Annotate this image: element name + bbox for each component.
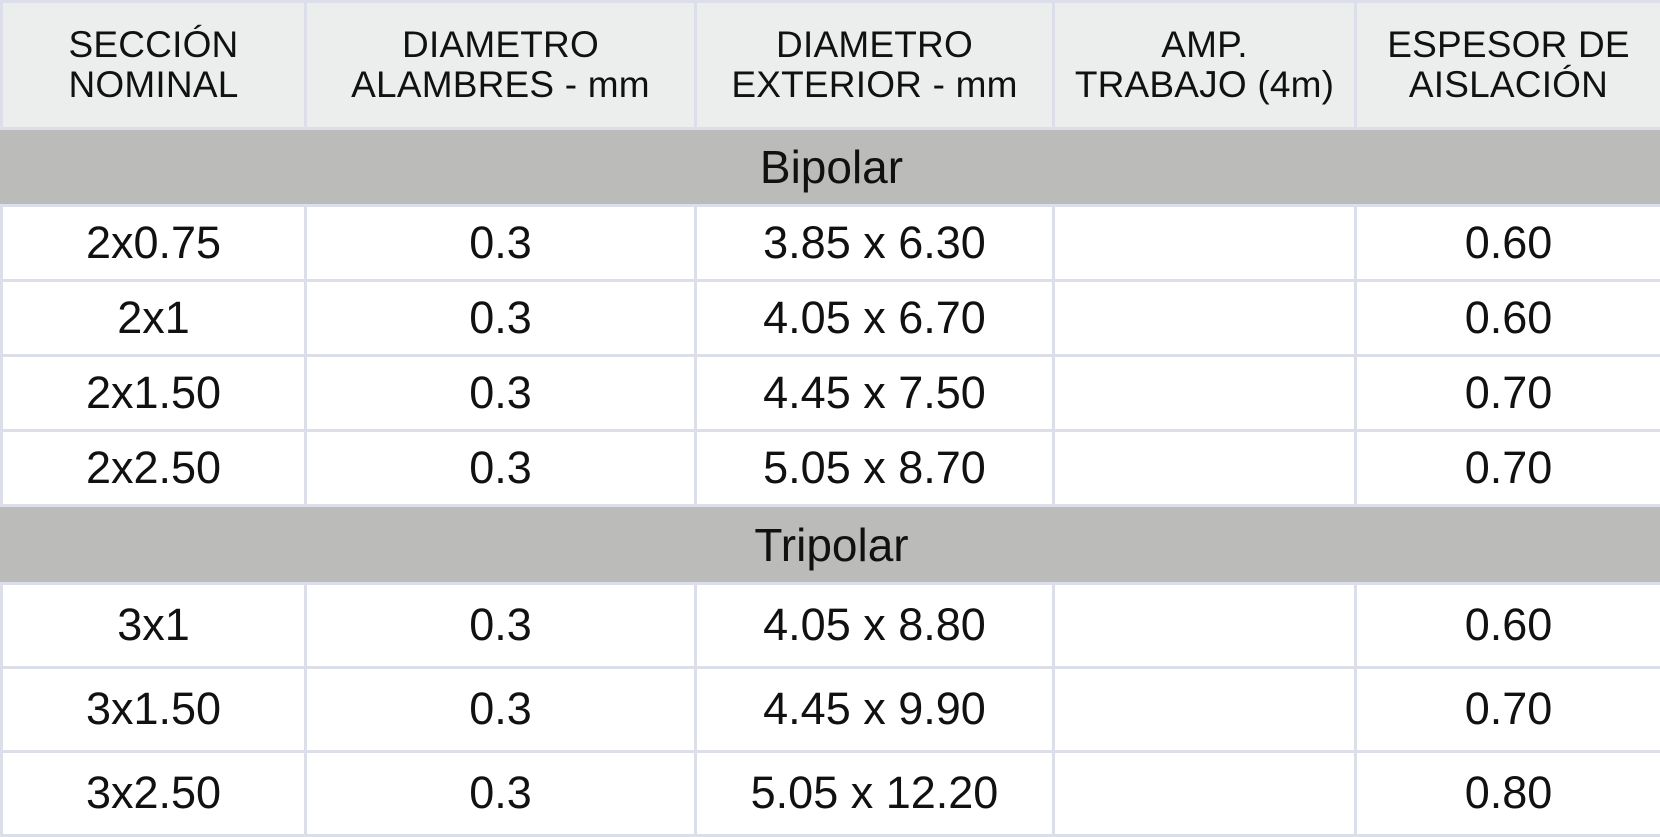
cell-espesor: 0.80 (1354, 749, 1660, 837)
header-line: NOMINAL (68, 64, 239, 105)
cell-exterior: 4.05 x 6.70 (694, 279, 1055, 358)
cell-amp (1052, 279, 1357, 358)
table-row: 3x2.50 0.3 5.05 x 12.20 0.80 (0, 749, 1660, 837)
cell-espesor: 0.60 (1354, 279, 1660, 358)
cell-espesor: 0.60 (1354, 581, 1660, 669)
header-line: EXTERIOR - mm (731, 64, 1018, 105)
cell-alambres: 0.3 (304, 204, 697, 283)
table-header-row: SECCIÓN NOMINAL DIAMETRO ALAMBRES - mm D… (0, 0, 1660, 130)
cell-alambres: 0.3 (304, 354, 697, 433)
cell-espesor: 0.60 (1354, 204, 1660, 283)
cell-seccion: 2x2.50 (0, 429, 307, 508)
cell-alambres: 0.3 (304, 429, 697, 508)
table-row: 3x1.50 0.3 4.45 x 9.90 0.70 (0, 665, 1660, 753)
cell-amp (1052, 429, 1357, 508)
cell-exterior: 4.45 x 9.90 (694, 665, 1055, 753)
header-diametro-alambres: DIAMETRO ALAMBRES - mm (304, 0, 697, 130)
cell-exterior: 5.05 x 12.20 (694, 749, 1055, 837)
cell-alambres: 0.3 (304, 749, 697, 837)
header-espesor-aislacion: ESPESOR DE AISLACIÓN (1354, 0, 1660, 130)
header-line: TRABAJO (4m) (1074, 64, 1335, 105)
header-seccion-nominal: SECCIÓN NOMINAL (0, 0, 307, 130)
cell-amp (1052, 749, 1357, 837)
group-row-tripolar: Tripolar (0, 504, 1660, 585)
cell-seccion: 3x1 (0, 581, 307, 669)
cell-exterior: 4.05 x 8.80 (694, 581, 1055, 669)
cell-seccion: 3x1.50 (0, 665, 307, 753)
group-row-bipolar: Bipolar (0, 126, 1660, 208)
cell-amp (1052, 581, 1357, 669)
cell-espesor: 0.70 (1354, 429, 1660, 508)
header-amp-trabajo: AMP. TRABAJO (4m) (1052, 0, 1357, 130)
header-line: AISLACIÓN (1408, 64, 1609, 105)
cell-seccion: 2x1.50 (0, 354, 307, 433)
cell-amp (1052, 204, 1357, 283)
cell-alambres: 0.3 (304, 279, 697, 358)
cell-exterior: 4.45 x 7.50 (694, 354, 1055, 433)
group-label: Tripolar (0, 504, 1660, 585)
table-row: 3x1 0.3 4.05 x 8.80 0.60 (0, 581, 1660, 669)
table-row: 2x2.50 0.3 5.05 x 8.70 0.70 (0, 429, 1660, 508)
header-line: DIAMETRO (402, 24, 599, 65)
cell-exterior: 3.85 x 6.30 (694, 204, 1055, 283)
header-line: AMP. (1161, 24, 1248, 65)
cell-alambres: 0.3 (304, 665, 697, 753)
header-line: ESPESOR DE (1387, 24, 1630, 65)
cell-amp (1052, 665, 1357, 753)
table-row: 2x1 0.3 4.05 x 6.70 0.60 (0, 279, 1660, 358)
cell-espesor: 0.70 (1354, 665, 1660, 753)
cell-amp (1052, 354, 1357, 433)
group-label: Bipolar (0, 126, 1660, 208)
header-line: SECCIÓN (68, 24, 239, 65)
cell-espesor: 0.70 (1354, 354, 1660, 433)
header-diametro-exterior: DIAMETRO EXTERIOR - mm (694, 0, 1055, 130)
header-line: DIAMETRO (776, 24, 973, 65)
cell-seccion: 2x0.75 (0, 204, 307, 283)
header-line: ALAMBRES - mm (351, 64, 650, 105)
cell-seccion: 2x1 (0, 279, 307, 358)
cell-alambres: 0.3 (304, 581, 697, 669)
cell-seccion: 3x2.50 (0, 749, 307, 837)
table-row: 2x0.75 0.3 3.85 x 6.30 0.60 (0, 204, 1660, 283)
cell-exterior: 5.05 x 8.70 (694, 429, 1055, 508)
table-row: 2x1.50 0.3 4.45 x 7.50 0.70 (0, 354, 1660, 433)
